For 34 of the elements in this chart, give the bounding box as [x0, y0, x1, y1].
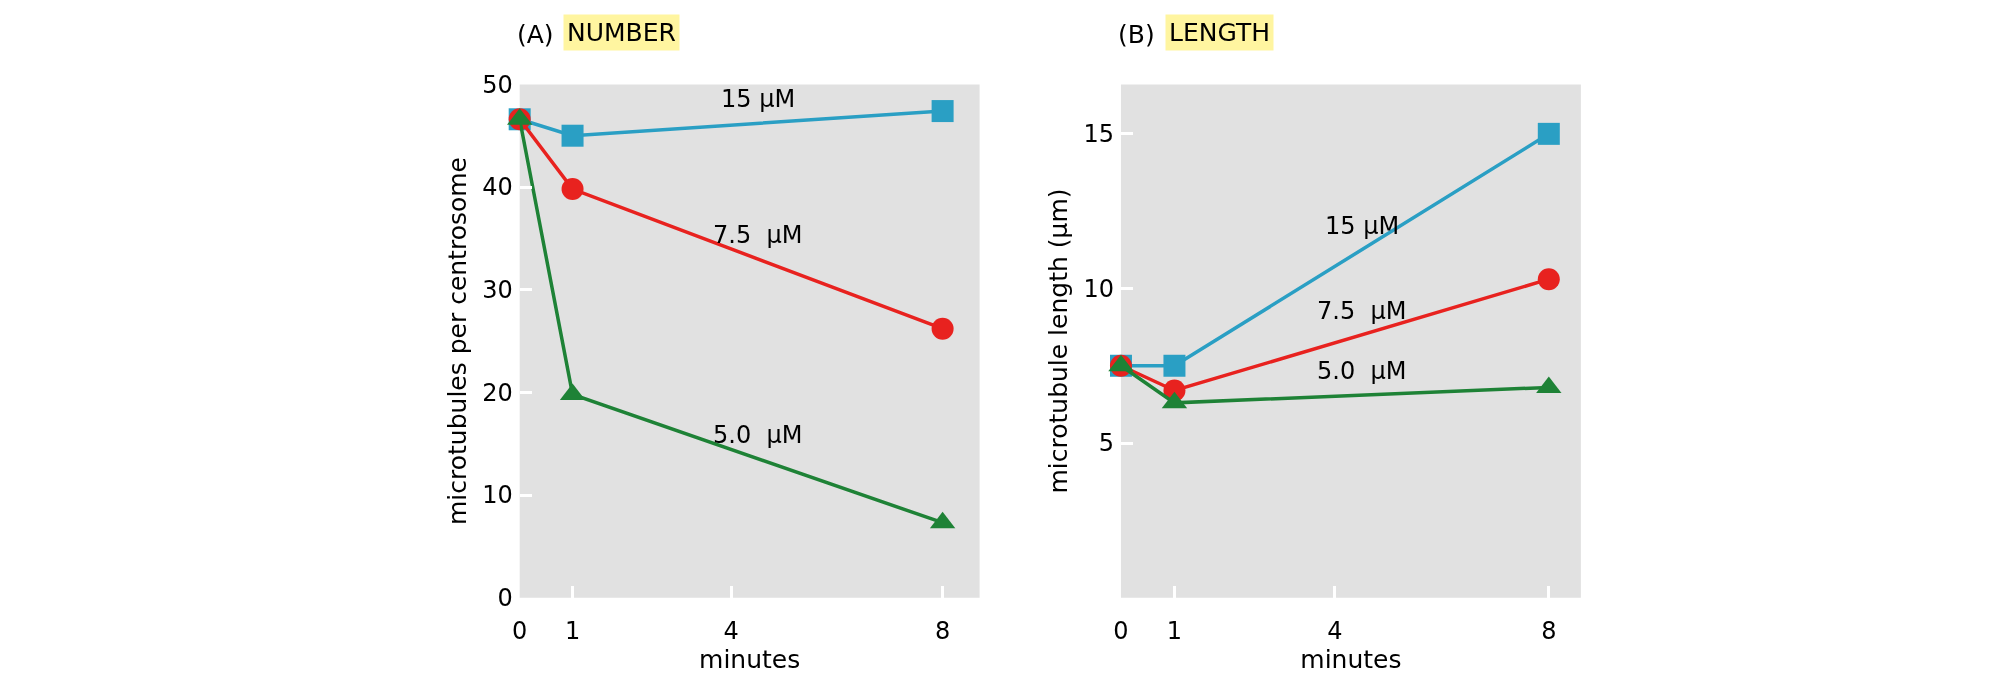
point — [1537, 122, 1560, 145]
point — [931, 317, 954, 340]
point — [1163, 354, 1186, 377]
series-label: 15 μM — [1325, 212, 1400, 240]
series-label: 5.0 μM — [713, 421, 803, 449]
point — [1537, 268, 1560, 291]
chart-title: (B) LENGTH — [1118, 18, 1270, 49]
x-tick-label: 4 — [723, 616, 739, 645]
y-axis-title: microtubule length (μm) — [1044, 188, 1074, 494]
y-tick-label: 10 — [1083, 274, 1114, 303]
series-label: 15 μM — [721, 85, 796, 113]
series-label: 7.5 μM — [713, 221, 803, 249]
y-tick-label: 15 — [1083, 120, 1114, 149]
y-tick-label: 0 — [497, 584, 513, 613]
chart-title: (A) NUMBER — [517, 18, 676, 49]
series-label: 7.5 μM — [1317, 297, 1407, 325]
y-axis-title: microtubules per centrosome — [442, 156, 472, 526]
y-tick-label: 10 — [482, 481, 513, 510]
point — [931, 100, 954, 123]
x-tick-label: 4 — [1327, 616, 1343, 645]
y-tick-label: 50 — [482, 70, 513, 99]
x-tick-label: 8 — [1541, 616, 1557, 645]
x-tick-label: 1 — [1166, 616, 1183, 645]
x-tick-label: 8 — [934, 616, 951, 645]
y-tick-label: 40 — [482, 173, 513, 202]
point — [561, 178, 584, 201]
x-axis-title: minutes — [699, 644, 801, 674]
y-tick-label: 20 — [482, 378, 513, 407]
x-tick-label: 1 — [564, 616, 581, 645]
y-tick-label: 5 — [1098, 429, 1114, 458]
series-label: 5.0 μM — [1317, 357, 1407, 385]
x-axis-title: minutes — [1300, 644, 1402, 674]
y-tick-label: 30 — [482, 276, 513, 305]
point — [561, 124, 584, 147]
